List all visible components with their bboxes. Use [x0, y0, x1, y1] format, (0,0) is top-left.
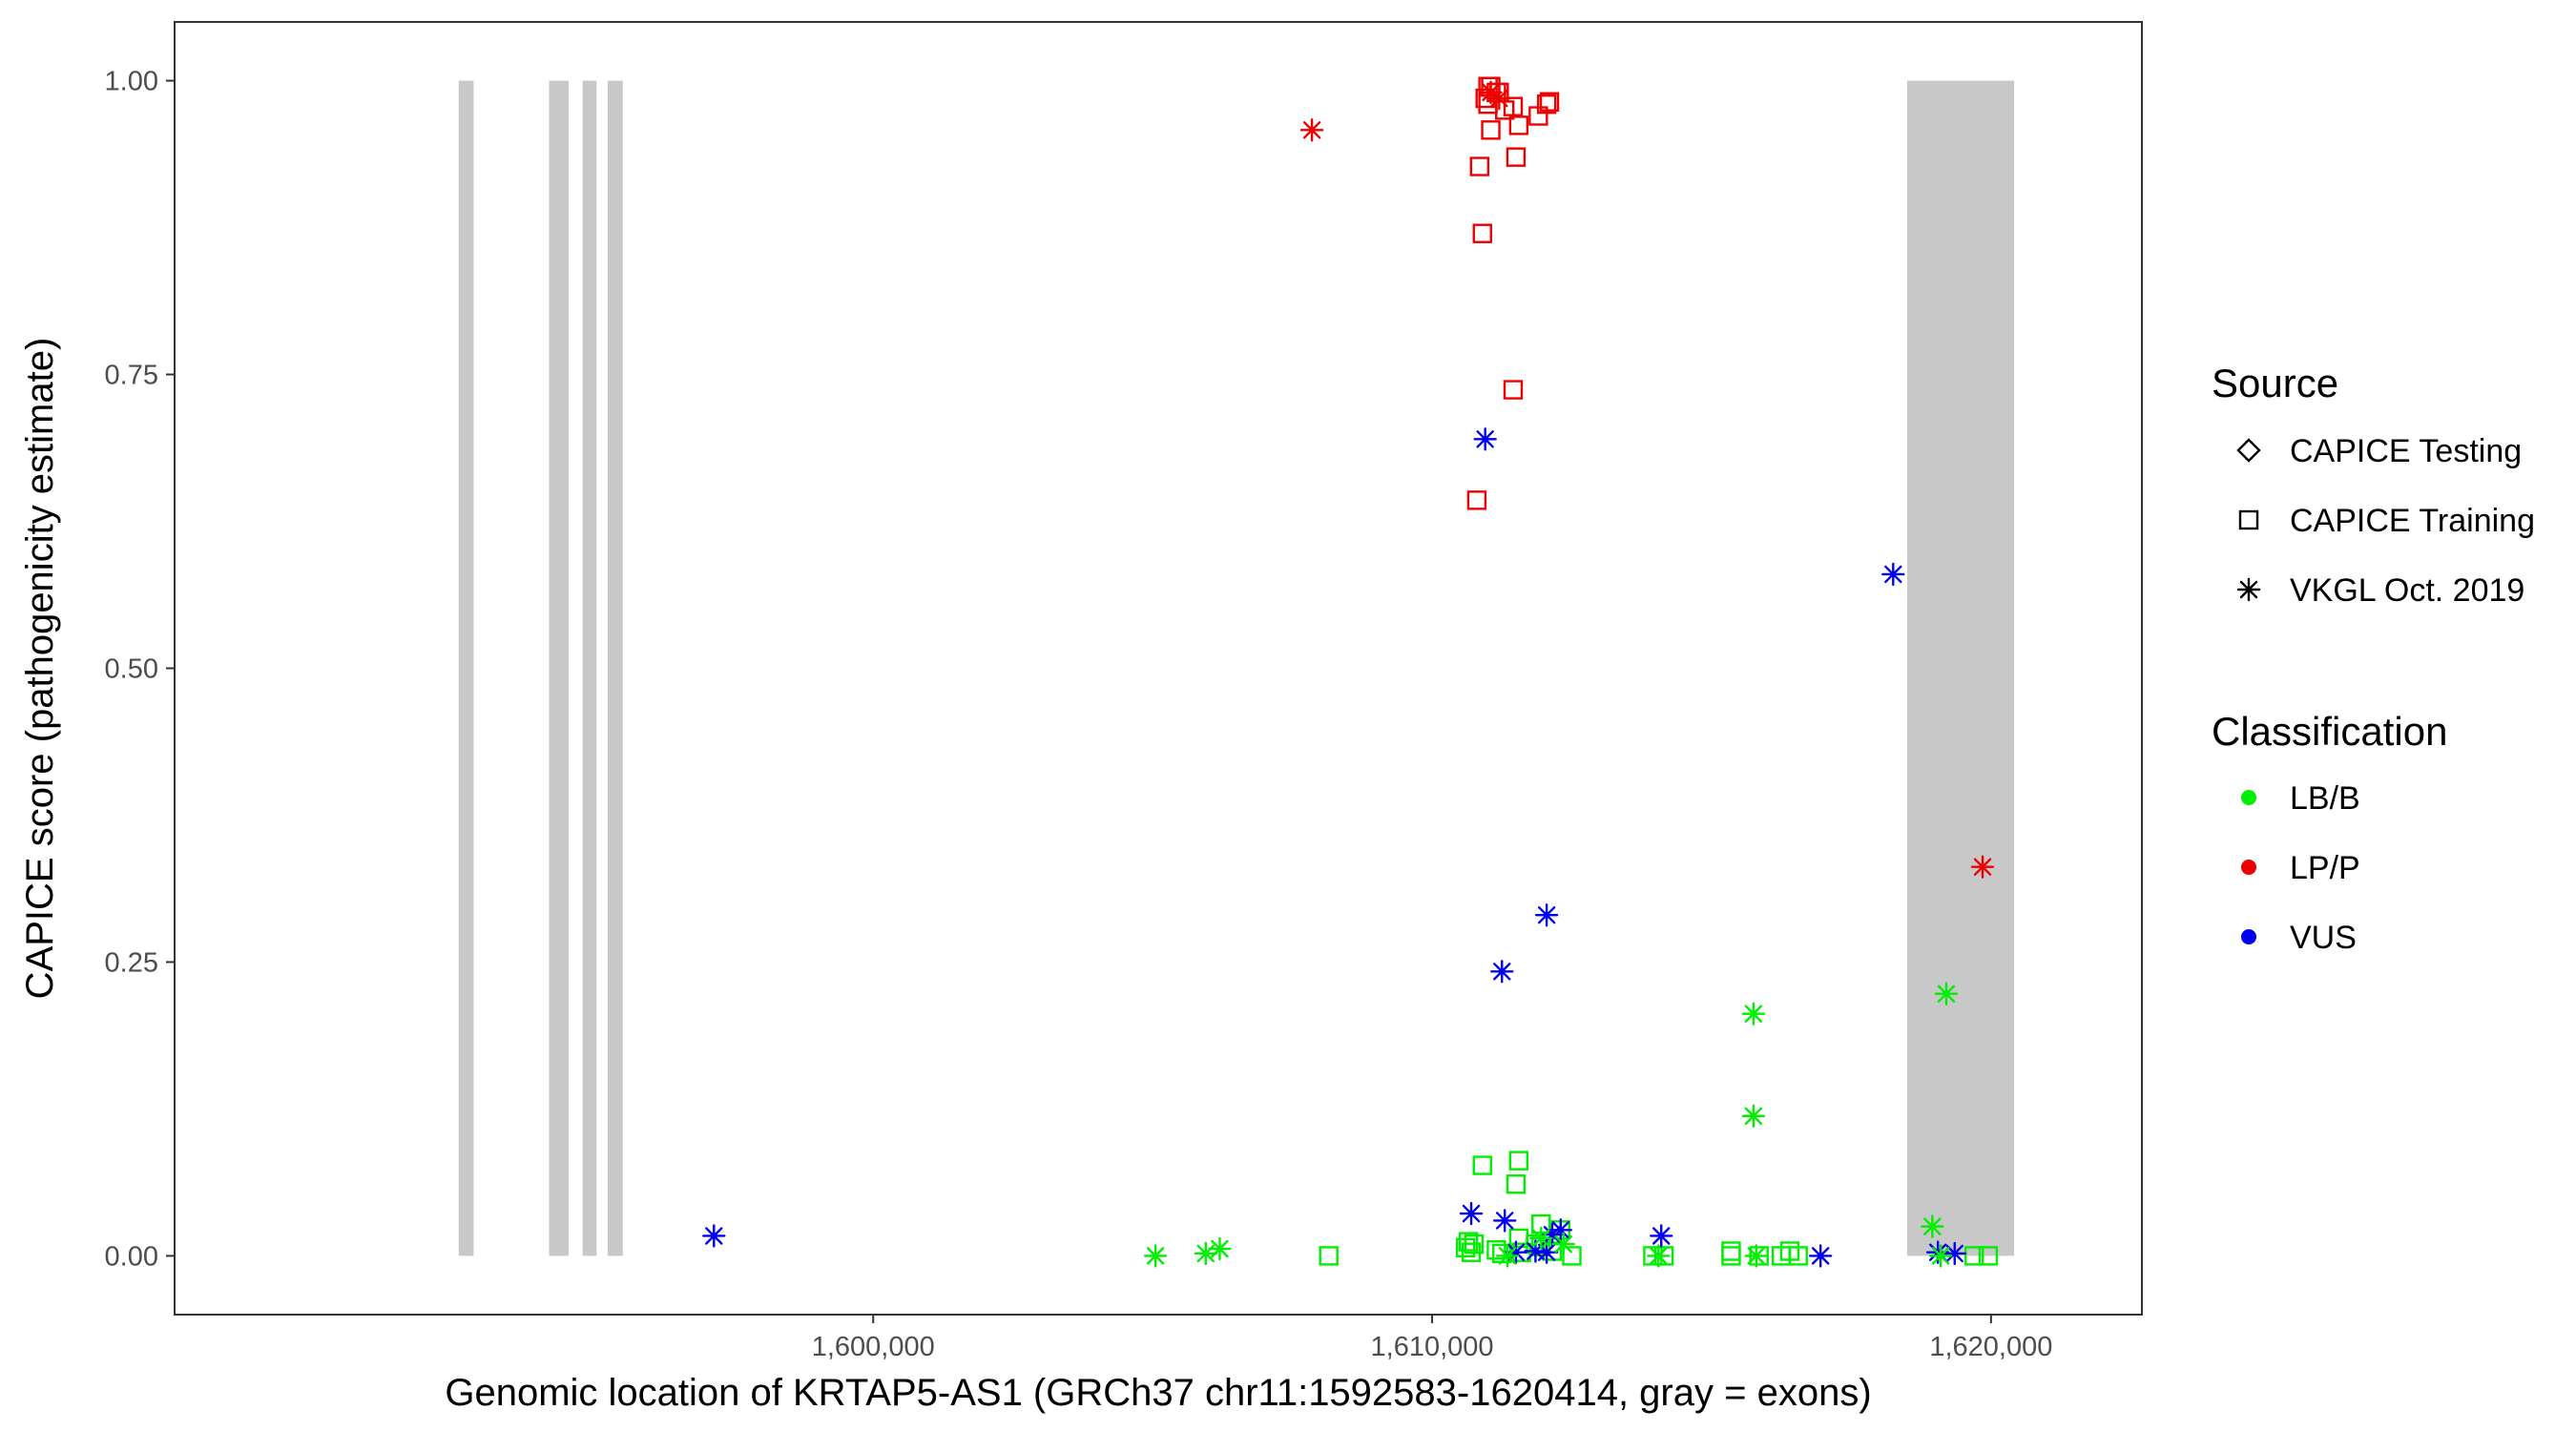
- data-point: [1524, 1239, 1548, 1263]
- data-point: [1299, 118, 1324, 142]
- data-point: [1741, 1002, 1766, 1026]
- legend-key-dot: [2241, 929, 2256, 944]
- legend-classification-title: Classification: [2212, 709, 2447, 754]
- data-point: [1479, 80, 1503, 105]
- data-point: [1970, 855, 1995, 879]
- data-point: [1744, 1244, 1768, 1268]
- data-point: [1458, 1232, 1479, 1252]
- exon-bands: [458, 80, 2015, 1256]
- data-point: [1319, 1246, 1339, 1266]
- data-point: [1964, 1246, 1984, 1266]
- legend-key-square: [2238, 509, 2259, 530]
- data-point: [1921, 1214, 1944, 1238]
- data-point: [1928, 1244, 1953, 1268]
- x-axis: 1,600,000 1,610,000 1,620,000: [812, 1315, 2052, 1362]
- legend-key-asterisk: [2236, 577, 2261, 602]
- exon-band: [1906, 80, 2015, 1256]
- data-point: [1934, 982, 1959, 1006]
- legend-label: CAPICE Training: [2290, 503, 2535, 539]
- data-point: [1647, 1244, 1671, 1268]
- data-point: [1503, 380, 1524, 400]
- legend-label: VKGL Oct. 2019: [2290, 572, 2524, 609]
- data-point: [1490, 960, 1514, 984]
- data-point: [1528, 106, 1548, 126]
- legend-label: CAPICE Testing: [2290, 433, 2522, 469]
- data-point: [1495, 1244, 1520, 1268]
- x-tick-label: 1,610,000: [1371, 1332, 1494, 1362]
- data-point: [1650, 1224, 1673, 1248]
- data-point: [1978, 1246, 1999, 1266]
- data-point: [1942, 1241, 1966, 1266]
- legend-source-title: Source: [2212, 361, 2338, 405]
- data-point: [1506, 1174, 1527, 1194]
- legend-key-dot: [2241, 860, 2256, 875]
- data-point: [1548, 1218, 1572, 1242]
- data-point: [1534, 902, 1559, 927]
- data-point: [1472, 1155, 1492, 1175]
- exon-band: [549, 80, 569, 1256]
- data-point: [1540, 1223, 1565, 1247]
- legend-classification-items: LB/B LP/P VUS: [2241, 780, 2360, 956]
- data-point: [1486, 1240, 1506, 1260]
- data-point: [1508, 115, 1529, 135]
- data-point: [1534, 1240, 1559, 1264]
- data-point: [1143, 1244, 1168, 1268]
- data-point: [1721, 1246, 1741, 1266]
- x-tick-label: 1,600,000: [812, 1332, 935, 1362]
- data-point: [1469, 156, 1490, 176]
- legend-label: VUS: [2290, 920, 2357, 956]
- data-point: [1473, 427, 1497, 451]
- exon-band: [582, 80, 597, 1256]
- data-points: [702, 76, 1999, 1268]
- data-point: [1492, 1209, 1517, 1233]
- data-point: [1504, 1240, 1528, 1264]
- y-tick-label: 0.75: [105, 361, 158, 391]
- y-axis: 0.00 0.25 0.50 0.75 1.00: [105, 67, 175, 1272]
- legend-key-diamond: [2236, 438, 2261, 463]
- data-point: [1461, 1242, 1482, 1262]
- data-point: [1808, 1244, 1833, 1268]
- y-axis-title: CAPICE score (pathogenicity estimate): [19, 338, 61, 1000]
- data-point: [1459, 1201, 1484, 1226]
- data-point: [1741, 1104, 1766, 1129]
- data-point: [702, 1224, 726, 1248]
- data-point: [1472, 223, 1492, 243]
- data-point: [1455, 1237, 1476, 1257]
- data-point: [1481, 120, 1501, 140]
- x-axis-title: Genomic location of KRTAP5-AS1 (GRCh37 c…: [445, 1372, 1871, 1414]
- data-point: [1881, 562, 1905, 587]
- y-tick-label: 0.00: [105, 1241, 158, 1272]
- x-tick-label: 1,620,000: [1929, 1332, 2052, 1362]
- legend-label: LP/P: [2290, 850, 2360, 886]
- data-point: [1466, 490, 1487, 510]
- data-point: [1539, 92, 1560, 112]
- legend: Source CAPICE Testing CAPICE Training VKGL…: [2212, 361, 2535, 956]
- y-tick-label: 1.00: [105, 67, 158, 97]
- data-point: [1506, 147, 1527, 167]
- data-point: [1194, 1241, 1217, 1266]
- data-point: [1562, 1246, 1582, 1266]
- data-point: [1208, 1236, 1232, 1261]
- data-point: [1508, 1151, 1529, 1171]
- exon-band: [607, 80, 623, 1256]
- legend-label: LB/B: [2290, 780, 2360, 817]
- legend-source-items: CAPICE Testing CAPICE Training VKGL Oct. 2…: [2236, 433, 2535, 609]
- legend-key-dot: [2241, 790, 2256, 805]
- y-tick-label: 0.50: [105, 654, 158, 685]
- data-point: [1551, 1232, 1575, 1256]
- data-point: [1788, 1246, 1808, 1266]
- data-point: [1487, 86, 1511, 111]
- y-tick-label: 0.25: [105, 947, 158, 978]
- data-point: [1529, 1226, 1553, 1251]
- data-point: [1494, 100, 1515, 120]
- data-point: [1721, 1241, 1741, 1261]
- exon-band: [458, 80, 474, 1256]
